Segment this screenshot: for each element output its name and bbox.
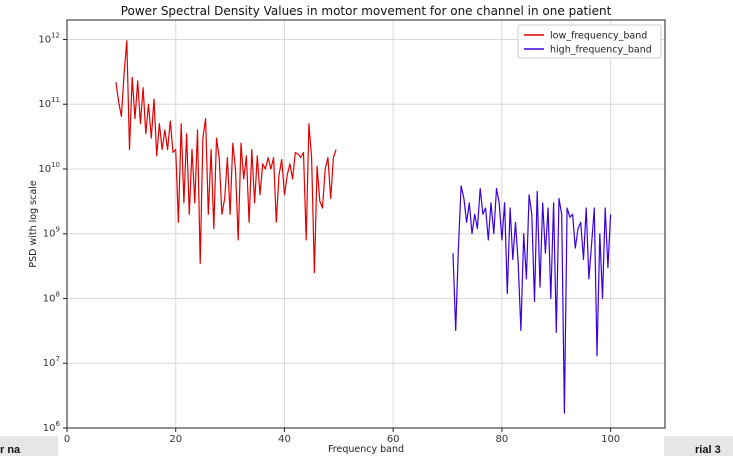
background-text-right: rial 3 <box>695 444 721 456</box>
x-axis-label: Frequency band <box>328 444 404 455</box>
y-tick-label: 106 <box>43 420 61 434</box>
legend: low_frequency_band high_frequency_band <box>517 24 662 59</box>
y-tick-label: 1012 <box>38 31 60 45</box>
y-tick-label: 1011 <box>38 96 60 110</box>
series-layer <box>115 40 612 414</box>
background-text-left: r na <box>0 444 21 456</box>
series-line-low-frequency-band <box>115 40 337 274</box>
y-axis-label: PSD with log scale <box>28 180 39 267</box>
y-tick-label: 109 <box>43 226 60 240</box>
background-strip-left <box>0 436 58 456</box>
y-tick-label: 1010 <box>38 161 60 175</box>
chart-title: Power Spectral Density Values in motor m… <box>121 4 612 18</box>
x-tick-label: 60 <box>387 434 400 445</box>
x-tick-label: 100 <box>601 434 620 445</box>
plot-frame <box>66 19 666 429</box>
series-line-high-frequency-band <box>452 185 612 414</box>
x-axis-ticks: 0 20 40 60 80 100 <box>64 428 620 445</box>
legend-box <box>517 24 662 59</box>
x-tick-label: 40 <box>278 434 291 445</box>
x-tick-label: 20 <box>169 434 182 445</box>
x-tick-label: 80 <box>496 434 509 445</box>
grid-lines <box>66 20 665 429</box>
background-strip-right <box>664 436 733 456</box>
y-tick-label: 108 <box>43 290 60 304</box>
legend-entry: low_frequency_band <box>550 31 647 42</box>
y-axis-ticks: 106 107 108 109 1010 1011 1012 <box>38 31 67 434</box>
x-tick-label: 0 <box>64 434 70 445</box>
y-tick-label: 107 <box>43 355 60 369</box>
legend-entry: high_frequency_band <box>550 45 652 56</box>
